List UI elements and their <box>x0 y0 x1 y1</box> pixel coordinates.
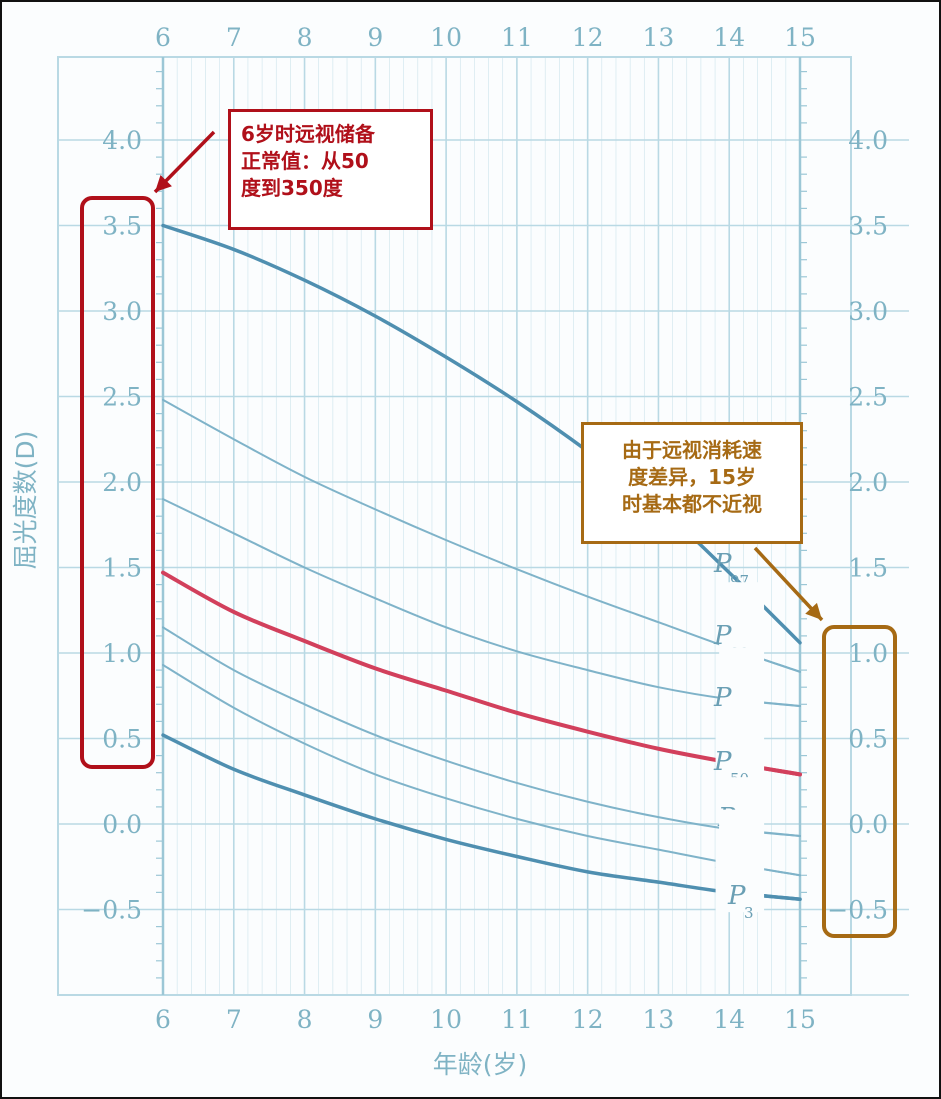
series-line-p3 <box>161 733 802 901</box>
series-tail-p90 <box>760 657 801 673</box>
x-tick-label-top: 13 <box>643 23 675 52</box>
label-gap <box>719 647 765 718</box>
y-tick-label-right: 2.0 <box>848 468 888 497</box>
x-tick-label-bottom: 15 <box>784 1005 816 1034</box>
series-tail-p10 <box>760 867 801 877</box>
left-callout-line: 正常值：从50 <box>241 149 369 173</box>
y-tick-label-right: 0.5 <box>848 725 888 754</box>
series-line-p90 <box>162 398 801 673</box>
label-gap <box>715 842 765 913</box>
series-tail-p75 <box>760 701 801 708</box>
y-tick-label-right: −0.5 <box>827 896 888 925</box>
x-tick-label-top: 7 <box>226 23 242 52</box>
y-tick-label-left: 0.0 <box>102 810 142 839</box>
left-callout-arrow-head <box>155 174 172 192</box>
y-tick-label-left: 4.0 <box>102 126 142 155</box>
x-tick-label-top: 14 <box>713 23 745 52</box>
right-callout-arrow-head <box>805 602 822 620</box>
left-callout-box: 6岁时远视储备 正常值：从50 度到350度 <box>228 109 433 230</box>
y-tick-label-right: 2.5 <box>848 383 888 412</box>
x-tick-label-bottom: 7 <box>226 1005 242 1034</box>
axes: 4.0 4.0 3.5 3.5 3.0 3.0 2.5 2.5 2.0 2.0 1.5 1.5 1.0 1… <box>81 23 888 1034</box>
series-label-p97: P <box>713 549 732 579</box>
series-line-p75 <box>162 498 801 708</box>
series-label-sub-p3: 3 <box>744 904 754 922</box>
y-tick-label-right: 4.0 <box>848 126 888 155</box>
y-tick-label-right: 1.0 <box>848 639 888 668</box>
series-label-p50: P <box>713 747 732 777</box>
y-tick-label-left: 1.5 <box>102 554 142 583</box>
right-highlight-box <box>822 625 897 938</box>
label-gap <box>719 582 765 653</box>
series-tail-p50 <box>759 765 802 777</box>
label-gap <box>715 708 765 779</box>
y-tick-label-right: 1.5 <box>848 554 888 583</box>
x-tick-label-top: 10 <box>430 23 462 52</box>
x-tick-label-bottom: 9 <box>367 1005 383 1034</box>
series-line-p50 <box>161 570 802 777</box>
x-tick-label-bottom: 10 <box>430 1005 462 1034</box>
left-callout-line: 6岁时远视储备 <box>241 122 375 146</box>
x-axis-title: 年龄(岁) <box>433 1050 528 1079</box>
right-callout-line: 度差异，15岁 <box>628 465 756 489</box>
x-tick-label-top: 12 <box>572 23 604 52</box>
x-tick-label-bottom: 8 <box>297 1005 313 1034</box>
y-tick-label-right: 3.0 <box>848 297 888 326</box>
y-tick-label-left: 3.0 <box>102 297 142 326</box>
series-tail-p3 <box>759 893 802 901</box>
y-axis-title: 屈光度数(D) <box>11 431 40 570</box>
right-callout-line: 时基本都不近视 <box>622 492 762 516</box>
x-tick-label-top: 11 <box>501 23 533 52</box>
right-callout-arrow <box>753 546 824 622</box>
right-callout-box: 由于远视消耗速 度差异，15岁 时基本都不近视 <box>581 422 803 544</box>
series-lines <box>161 223 802 901</box>
x-tick-label-bottom: 11 <box>501 1005 533 1034</box>
annotations <box>80 130 897 938</box>
x-tick-label-top: 15 <box>784 23 816 52</box>
series-tail-p25 <box>760 831 801 837</box>
x-tick-label-bottom: 12 <box>572 1005 604 1034</box>
right-callout-line: 由于远视消耗速 <box>622 438 762 462</box>
y-tick-label-right: 3.5 <box>848 212 888 241</box>
y-tick-label-left: 1.0 <box>102 639 142 668</box>
x-tick-label-bottom: 14 <box>713 1005 745 1034</box>
x-tick-label-top: 8 <box>297 23 313 52</box>
y-tick-label-left: 2.0 <box>102 468 142 497</box>
series-line-p25 <box>162 626 801 837</box>
series-label-p75: P <box>713 683 732 713</box>
series-line-p10 <box>162 663 801 877</box>
series-label-p90: P <box>713 621 732 651</box>
x-tick-label-top: 9 <box>367 23 383 52</box>
x-tick-label-bottom: 13 <box>643 1005 675 1034</box>
y-tick-label-left: −0.5 <box>81 896 142 925</box>
x-tick-label-bottom: 6 <box>155 1005 171 1034</box>
series-labels: P97P90P75P50P25P10P3 <box>713 549 765 922</box>
y-tick-label-left: 3.5 <box>102 212 142 241</box>
left-callout-line: 度到350度 <box>241 176 343 200</box>
y-tick-label-right: 0.0 <box>848 810 888 839</box>
x-tick-label-top: 6 <box>155 23 171 52</box>
left-highlight-box <box>80 196 155 769</box>
y-tick-label-left: 2.5 <box>102 383 142 412</box>
y-tick-label-left: 0.5 <box>102 725 142 754</box>
series-label-p3: P <box>727 881 746 911</box>
